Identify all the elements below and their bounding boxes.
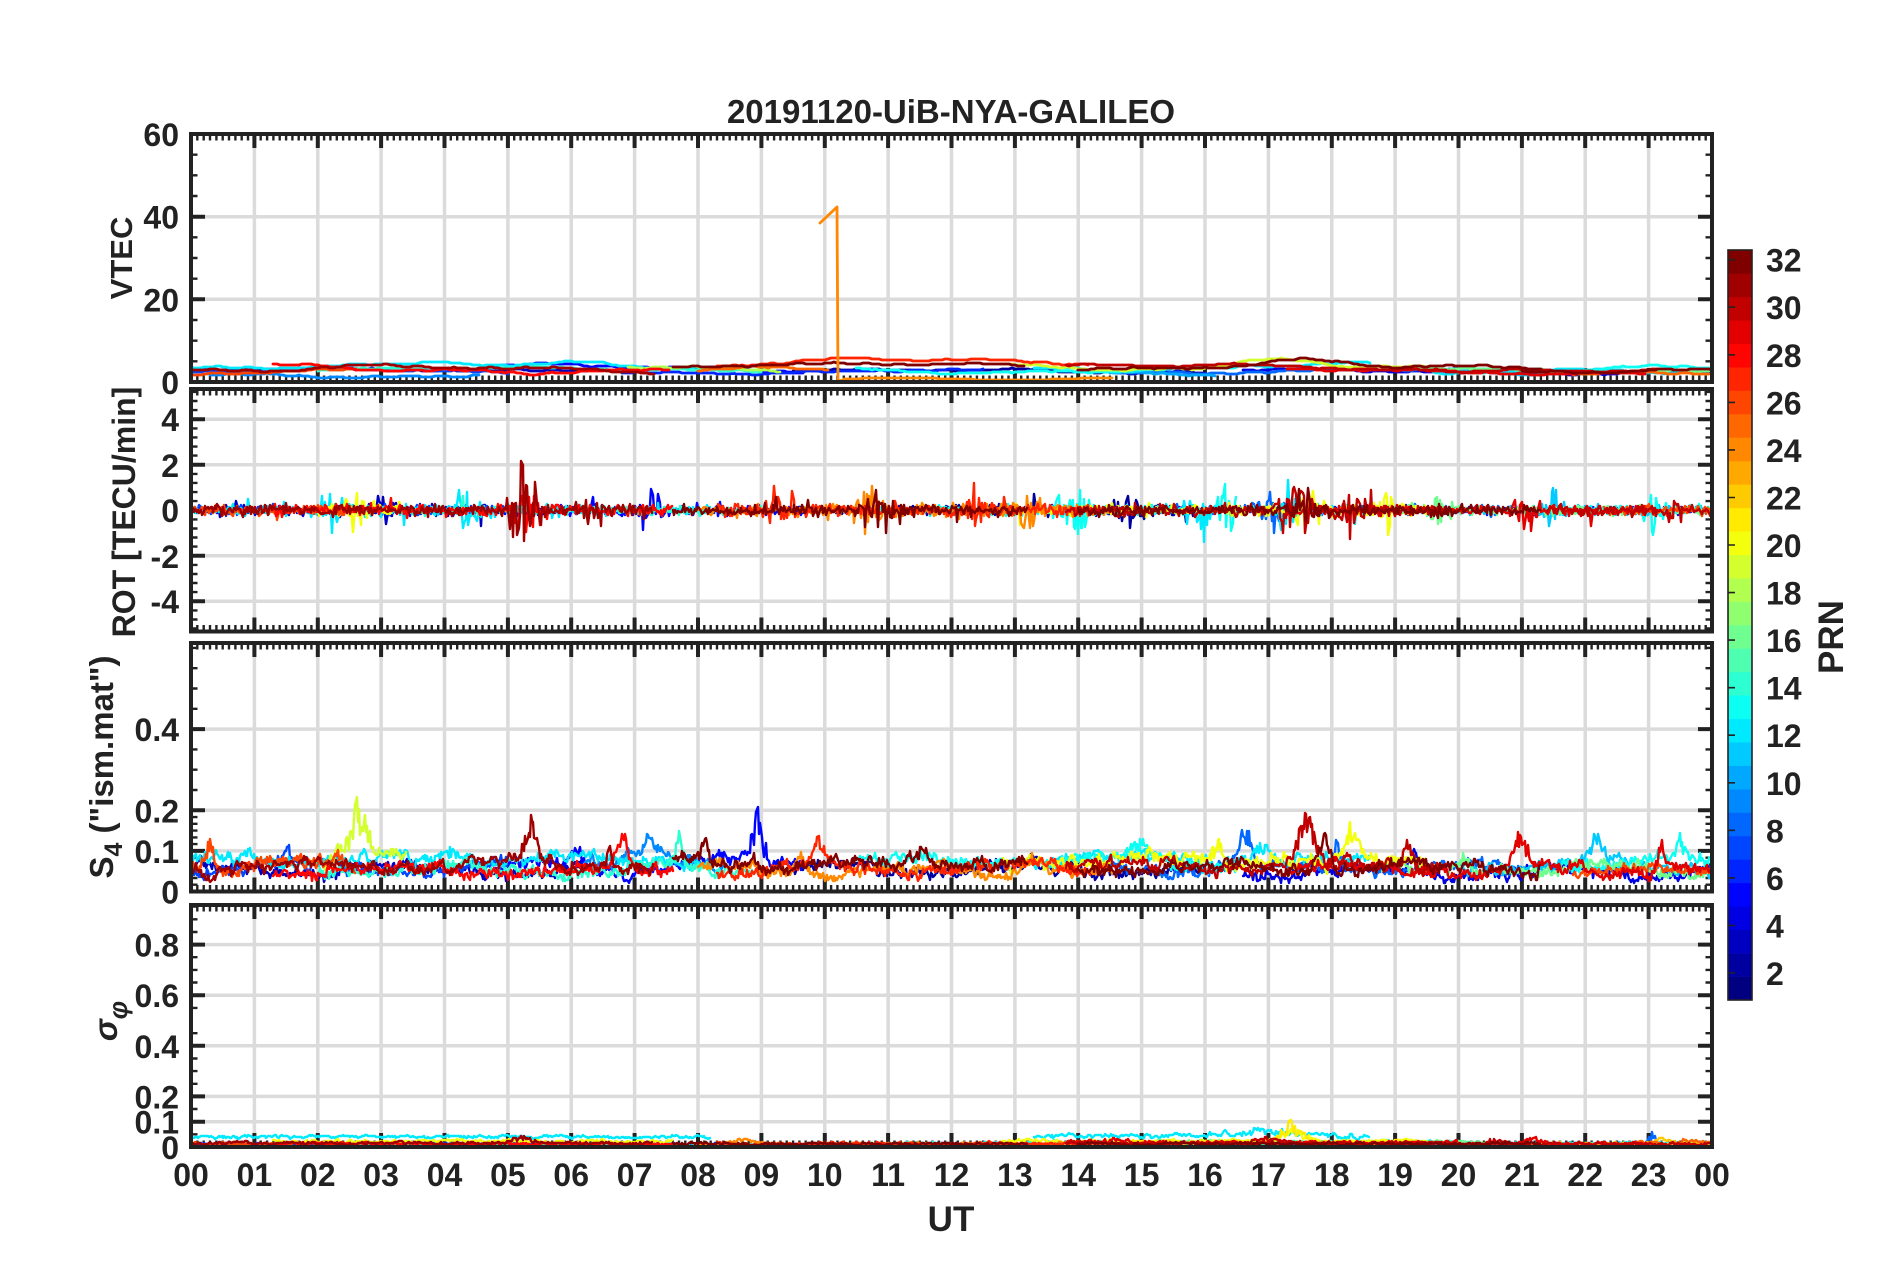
- svg-text:8: 8: [1766, 813, 1784, 849]
- svg-text:4: 4: [1766, 908, 1784, 944]
- svg-text:22: 22: [1567, 1157, 1603, 1193]
- svg-text:17: 17: [1251, 1157, 1287, 1193]
- svg-text:13: 13: [997, 1157, 1033, 1193]
- svg-text:14: 14: [1766, 671, 1802, 707]
- svg-text:40: 40: [143, 200, 179, 236]
- svg-text:-2: -2: [151, 539, 179, 575]
- svg-text:23: 23: [1631, 1157, 1667, 1193]
- svg-text:2: 2: [161, 448, 179, 484]
- svg-text:UT: UT: [928, 1200, 975, 1239]
- svg-text:03: 03: [363, 1157, 399, 1193]
- svg-text:12: 12: [1766, 718, 1802, 754]
- svg-text:0: 0: [161, 1130, 179, 1166]
- svg-text:0.1: 0.1: [135, 834, 179, 870]
- svg-text:19: 19: [1377, 1157, 1413, 1193]
- svg-text:24: 24: [1766, 433, 1802, 469]
- svg-text:09: 09: [744, 1157, 780, 1193]
- svg-text:60: 60: [143, 117, 179, 153]
- svg-text:6: 6: [1766, 861, 1784, 897]
- svg-text:20191120-UiB-NYA-GALILEO: 20191120-UiB-NYA-GALILEO: [727, 93, 1175, 130]
- svg-text:05: 05: [490, 1157, 526, 1193]
- svg-text:00: 00: [173, 1157, 209, 1193]
- svg-text:28: 28: [1766, 338, 1802, 374]
- svg-text:0.6: 0.6: [135, 978, 179, 1014]
- svg-text:07: 07: [617, 1157, 653, 1193]
- svg-text:0.2: 0.2: [135, 793, 179, 829]
- svg-text:ROT [TECU/min]: ROT [TECU/min]: [106, 387, 142, 638]
- svg-text:0.4: 0.4: [135, 1029, 180, 1065]
- svg-text:18: 18: [1766, 576, 1802, 612]
- svg-text:-4: -4: [151, 584, 180, 620]
- svg-text:20: 20: [1441, 1157, 1477, 1193]
- svg-text:01: 01: [237, 1157, 273, 1193]
- svg-text:20: 20: [143, 282, 179, 318]
- svg-text:06: 06: [553, 1157, 589, 1193]
- svg-text:26: 26: [1766, 385, 1802, 421]
- svg-text:4: 4: [161, 402, 179, 438]
- svg-text:11: 11: [871, 1157, 905, 1193]
- svg-text:21: 21: [1504, 1157, 1540, 1193]
- svg-text:02: 02: [300, 1157, 336, 1193]
- svg-text:0.2: 0.2: [135, 1079, 179, 1115]
- svg-text:2: 2: [1766, 956, 1784, 992]
- svg-text:15: 15: [1124, 1157, 1160, 1193]
- svg-text:00: 00: [1694, 1157, 1730, 1193]
- svg-text:10: 10: [1766, 766, 1802, 802]
- svg-text:16: 16: [1766, 623, 1802, 659]
- svg-text:0.4: 0.4: [135, 712, 180, 748]
- svg-text:20: 20: [1766, 528, 1802, 564]
- svg-text:0: 0: [161, 875, 179, 911]
- svg-text:32: 32: [1766, 243, 1802, 279]
- svg-text:08: 08: [680, 1157, 716, 1193]
- svg-text:14: 14: [1060, 1157, 1096, 1193]
- svg-text:30: 30: [1766, 290, 1802, 326]
- svg-text:04: 04: [427, 1157, 463, 1193]
- svg-text:12: 12: [934, 1157, 970, 1193]
- svg-text:0.8: 0.8: [135, 928, 179, 964]
- svg-text:18: 18: [1314, 1157, 1350, 1193]
- svg-text:10: 10: [807, 1157, 843, 1193]
- svg-text:0: 0: [161, 365, 179, 401]
- svg-text:PRN: PRN: [1812, 600, 1851, 674]
- svg-text:22: 22: [1766, 481, 1802, 517]
- svg-text:0.1: 0.1: [135, 1105, 179, 1141]
- svg-text:VTEC: VTEC: [104, 217, 139, 300]
- svg-text:16: 16: [1187, 1157, 1223, 1193]
- svg-text:0: 0: [161, 493, 179, 529]
